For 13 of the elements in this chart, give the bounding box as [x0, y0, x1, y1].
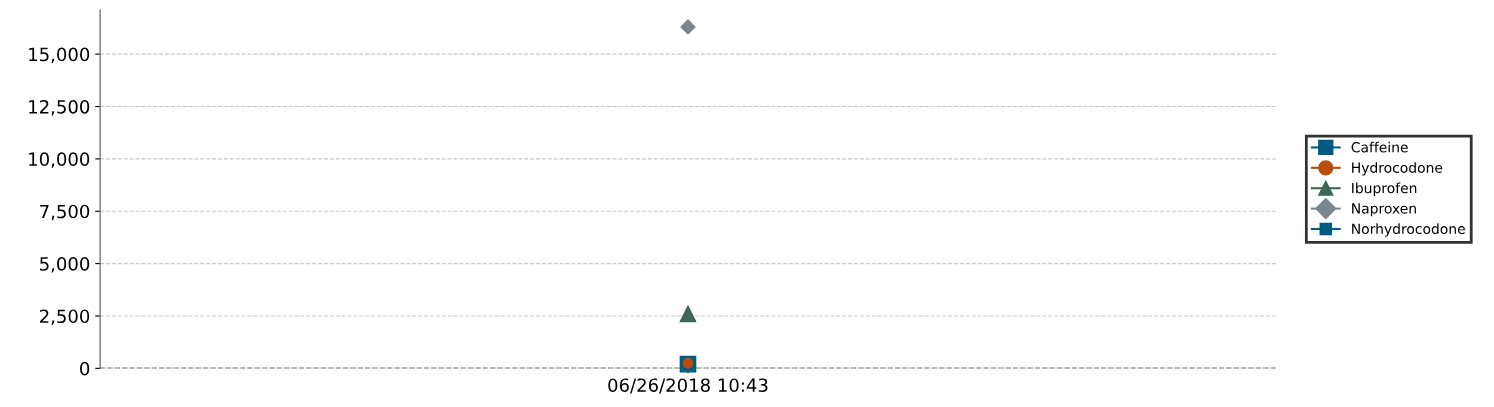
y-tick-label: 10,000 — [29, 152, 90, 168]
legend-label: Caffeine — [1351, 141, 1408, 153]
legend-label: Norhydrocodone — [1352, 223, 1465, 237]
y-tick-label: 7,500 — [40, 204, 90, 221]
y-tick-label: 5,000 — [40, 257, 90, 273]
legend-label: Ibuprofen — [1352, 182, 1417, 196]
legend-label: Naproxen — [1352, 203, 1416, 217]
y-tick-label: 0 — [80, 361, 90, 376]
y-tick-label: 12,500 — [29, 99, 90, 116]
x-tick-label: 06/26/2018 10:43 — [608, 378, 768, 394]
legend-label: Hydrocodone — [1352, 162, 1443, 176]
y-tick-label: 15,000 — [29, 47, 90, 64]
y-tick-label: 2,500 — [40, 309, 90, 325]
